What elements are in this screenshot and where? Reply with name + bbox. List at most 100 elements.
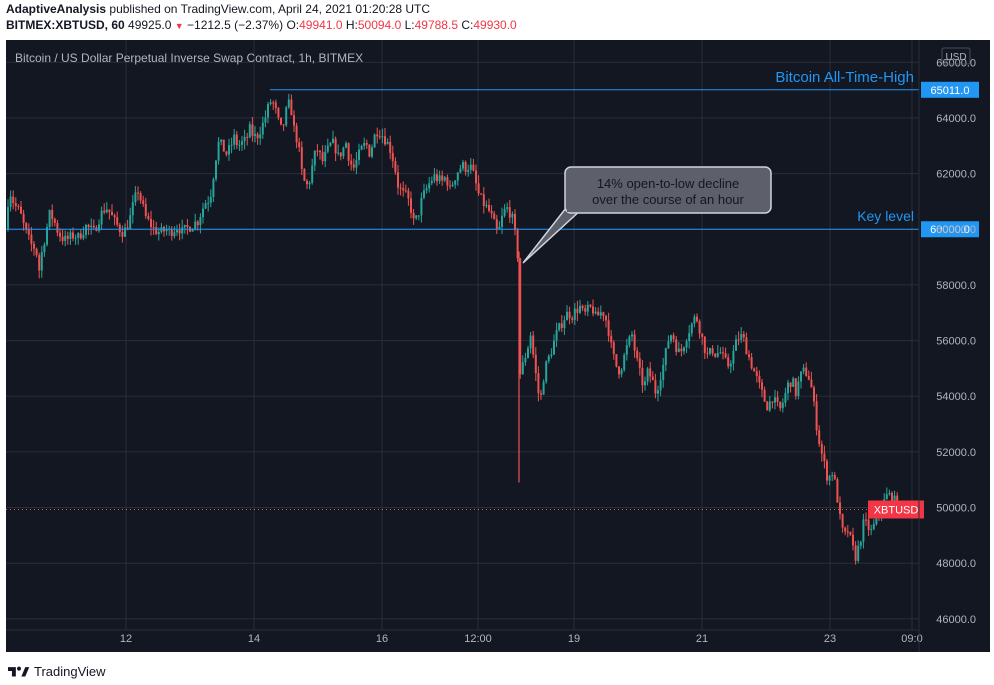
candle-body bbox=[339, 152, 342, 157]
candle-body bbox=[703, 336, 706, 353]
candle-body bbox=[363, 142, 366, 147]
candle-body bbox=[454, 180, 457, 185]
candle-body bbox=[40, 252, 43, 271]
candle-body bbox=[233, 134, 236, 145]
candle-body bbox=[402, 188, 405, 191]
candle-body bbox=[87, 224, 90, 228]
candle-body bbox=[701, 333, 704, 337]
x-tick-label: 19 bbox=[568, 633, 580, 645]
candle-body bbox=[810, 379, 813, 388]
candle-body bbox=[854, 545, 857, 561]
candle-body bbox=[321, 152, 324, 162]
candle-body bbox=[77, 233, 80, 238]
candle-body bbox=[555, 330, 558, 341]
publish-line: AdaptiveAnalysis published on TradingVie… bbox=[6, 2, 430, 16]
candle-body bbox=[605, 315, 607, 321]
candle-body bbox=[781, 402, 784, 409]
current-price-text: XBTUSD bbox=[874, 504, 919, 516]
candle-body bbox=[477, 183, 480, 194]
candle-body bbox=[100, 210, 103, 225]
candle-body bbox=[56, 222, 59, 233]
open-label: O: bbox=[286, 18, 300, 32]
candle-body bbox=[386, 141, 389, 145]
candle-body bbox=[204, 203, 207, 209]
candle-body bbox=[659, 380, 662, 391]
candle-body bbox=[64, 235, 67, 241]
candle-body bbox=[776, 397, 779, 402]
candle-body bbox=[493, 213, 496, 220]
candle-body bbox=[872, 524, 875, 529]
candle-body bbox=[514, 213, 516, 230]
candle-body bbox=[365, 142, 368, 145]
candle-body bbox=[469, 164, 472, 170]
candle-body bbox=[272, 102, 275, 104]
candle-body bbox=[9, 196, 12, 207]
callout-line1: 14% open-to-low decline bbox=[597, 176, 739, 191]
candle-body bbox=[628, 336, 631, 346]
candle-body bbox=[438, 175, 441, 182]
candle-body bbox=[355, 160, 358, 168]
x-tick-label: 14 bbox=[248, 633, 260, 645]
candle-body bbox=[105, 209, 108, 213]
candle-body bbox=[217, 141, 220, 161]
candle-body bbox=[568, 311, 571, 319]
candle-body bbox=[433, 174, 436, 181]
candle-body bbox=[859, 541, 862, 546]
high-label: H: bbox=[345, 18, 358, 32]
candle-body bbox=[389, 141, 392, 153]
candle-body bbox=[670, 335, 672, 342]
candle-body bbox=[698, 321, 701, 334]
candle-body bbox=[417, 215, 420, 217]
candle-body bbox=[186, 224, 189, 228]
candle-body bbox=[287, 99, 290, 108]
candle-body bbox=[72, 232, 74, 239]
candle-body bbox=[503, 208, 506, 216]
candle-body bbox=[823, 453, 826, 462]
candle-body bbox=[709, 348, 711, 354]
candle-body bbox=[368, 144, 371, 157]
candle-body bbox=[350, 160, 353, 165]
candle-body bbox=[711, 348, 714, 354]
candle-body bbox=[797, 381, 800, 396]
candle-body bbox=[620, 369, 623, 375]
candle-body bbox=[25, 223, 28, 230]
candle-body bbox=[410, 198, 412, 213]
candle-body bbox=[373, 134, 376, 148]
candle-body bbox=[38, 255, 41, 271]
candle-body bbox=[220, 139, 223, 142]
candle-body bbox=[98, 224, 100, 231]
candle-body bbox=[579, 305, 581, 313]
candle-body bbox=[800, 371, 802, 382]
chart-panel[interactable]: Bitcoin All-Time-High 65011.0 Key level 600… bbox=[6, 40, 990, 652]
candle-body bbox=[755, 371, 758, 376]
candle-body bbox=[85, 224, 87, 235]
candle-body bbox=[53, 218, 56, 223]
candle-body bbox=[649, 368, 652, 377]
x-tick-label: 23 bbox=[824, 633, 836, 645]
candle-body bbox=[862, 519, 865, 542]
candle-body bbox=[428, 183, 431, 189]
candle-body bbox=[449, 185, 451, 187]
candle-body bbox=[456, 172, 459, 181]
candle-body bbox=[839, 502, 841, 515]
close-label: C: bbox=[461, 18, 474, 32]
candle-body bbox=[490, 210, 493, 214]
close-value: 49930.0 bbox=[473, 18, 517, 32]
chart-svg[interactable]: Bitcoin All-Time-High 65011.0 Key level 600… bbox=[6, 40, 990, 652]
candle-body bbox=[238, 144, 241, 146]
candle-body bbox=[199, 217, 202, 226]
candle-body bbox=[308, 182, 311, 185]
currency-box bbox=[941, 47, 971, 65]
candle-body bbox=[412, 212, 415, 219]
candle-body bbox=[729, 363, 732, 367]
candle-body bbox=[615, 354, 618, 367]
candle-body bbox=[758, 375, 761, 383]
candle-body bbox=[787, 382, 789, 394]
candle-body bbox=[191, 229, 194, 232]
candle-body bbox=[766, 401, 769, 411]
candle-body bbox=[651, 376, 654, 381]
candle-body bbox=[888, 492, 891, 495]
candle-body bbox=[324, 151, 327, 162]
candle-body bbox=[137, 192, 139, 194]
candle-body bbox=[675, 339, 678, 352]
